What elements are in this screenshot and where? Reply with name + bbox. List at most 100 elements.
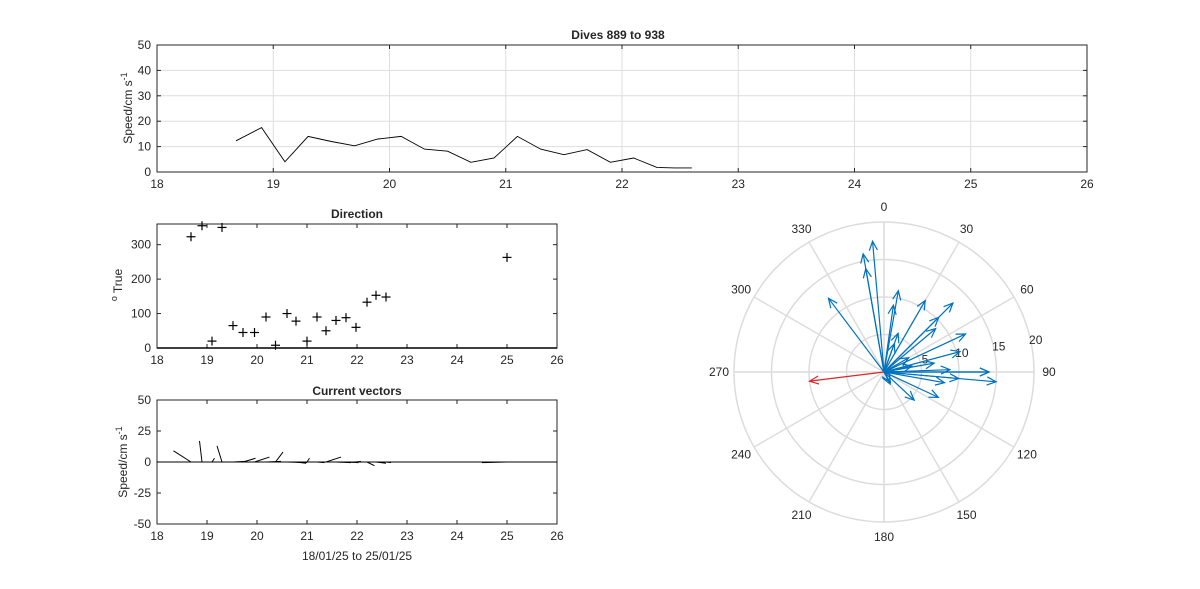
polar-theta-label: 330 [791, 222, 811, 236]
polar-vector [860, 252, 885, 373]
polar-vector-head [827, 297, 838, 309]
direction-point [312, 312, 322, 322]
direction-point [381, 292, 391, 302]
direction-panel: Direction oTrue 18 19 20 21 22 23 24 25 26 0 100 20… [109, 207, 564, 367]
direction-title: Direction [331, 207, 383, 221]
polar-mean-vector [808, 371, 885, 385]
polar-vector [881, 371, 892, 384]
direction-point [186, 232, 196, 242]
polar-vector [868, 239, 885, 373]
polar-vector-head [898, 357, 910, 367]
direction-point [217, 222, 227, 232]
direction-xtick-label: 23 [400, 353, 414, 367]
speed-series-line [235, 127, 692, 169]
polar-r-label: 10 [955, 346, 969, 360]
direction-ytick-label: 0 [144, 341, 151, 355]
vectors-ytick-label: 25 [138, 424, 152, 438]
vectors-panel: Current vectors Speed/cm s-1 18/01/25 to… [114, 384, 564, 563]
vectors-ylabel: Speed/cm s-1 [114, 426, 130, 497]
direction-point [291, 316, 301, 326]
speed-xtick-label: 20 [383, 177, 397, 191]
vector-segment [254, 456, 270, 463]
polar-spoke [883, 371, 960, 503]
polar-vector-head [940, 365, 952, 375]
direction-point [197, 221, 207, 231]
speed-xtick-label: 19 [267, 177, 281, 191]
speed-ytick-label: 10 [138, 140, 152, 154]
direction-point [250, 328, 259, 337]
polar-spoke [753, 296, 885, 373]
polar-vector [883, 289, 902, 373]
polar-mean-vector-shaft [809, 371, 885, 382]
polar-vector-shaft [883, 300, 926, 373]
vector-segment [375, 461, 387, 464]
vector-segment [265, 460, 282, 463]
polar-vector-shaft [883, 371, 959, 380]
direction-point [271, 340, 280, 350]
direction-xtick-label: 21 [300, 353, 314, 367]
polar-mean-vector-head [808, 375, 820, 385]
vectors-ytick-label: -25 [134, 486, 152, 500]
direction-ylabel: oTrue [109, 269, 125, 302]
direction-point [207, 336, 217, 346]
vectors-xtick-label: 20 [250, 529, 264, 543]
vector-segment [355, 460, 362, 463]
speed-xtick-label: 21 [499, 177, 513, 191]
polar-r-label: 20 [1029, 333, 1043, 347]
polar-vector-head [934, 376, 947, 386]
polar-theta-label: 300 [731, 283, 751, 297]
speed-xtick-label: 26 [1080, 177, 1094, 191]
vectors-xtick-label: 25 [500, 529, 514, 543]
direction-point [351, 322, 361, 332]
vector-segment [366, 461, 375, 467]
polar-theta-label: 60 [1020, 283, 1034, 297]
polar-spoke [808, 371, 885, 503]
speed-panel: Dives 889 to 938 Speed/cm s-1 18 19 20 21 22… [119, 28, 1094, 191]
polar-theta-label: 270 [709, 365, 729, 379]
polar-theta-label: 150 [956, 508, 976, 522]
polar-vector [883, 331, 900, 373]
vectors-xtick-label: 22 [350, 529, 364, 543]
direction-xtick-label: 22 [350, 353, 364, 367]
polar-vector-shaft [883, 328, 937, 373]
direction-ytick-label: 200 [131, 272, 151, 286]
vector-segment [211, 458, 215, 463]
direction-point [302, 336, 312, 346]
speed-ylabel: Speed/cm s-1 [119, 72, 135, 143]
direction-point [282, 309, 292, 319]
speed-ytick-label: 40 [138, 63, 152, 77]
polar-vector [883, 371, 961, 383]
direction-point [371, 290, 381, 300]
vectors-xlabel: 18/01/25 to 25/01/25 [302, 549, 412, 563]
direction-point [362, 297, 372, 307]
polar-theta-label: 0 [881, 200, 888, 214]
polar-vector-shaft [871, 241, 885, 373]
polar-spoke [753, 371, 885, 448]
vector-segment [316, 461, 325, 464]
vectors-xtick-label: 21 [300, 529, 314, 543]
direction-xtick-label: 26 [550, 353, 564, 367]
direction-xtick-label: 19 [200, 353, 214, 367]
polar-vector-shaft [883, 371, 891, 383]
polar-r-label: 5 [922, 352, 929, 366]
polar-panel: 0 30 60 90 120 150 180 210 240 270 300 330 5 10 15 20 [709, 200, 1056, 544]
polar-vector-shaft [883, 302, 954, 373]
vectors-xtick-label: 23 [400, 529, 414, 543]
speed-xtick-label: 22 [615, 177, 629, 191]
speed-xtick-label: 23 [732, 177, 746, 191]
polar-vector [883, 327, 937, 373]
direction-xtick-label: 18 [150, 353, 164, 367]
polar-vector [883, 349, 962, 373]
speed-xtick-label: 18 [150, 177, 164, 191]
polar-theta-label: 180 [874, 530, 894, 544]
vector-segment [306, 458, 310, 463]
polar-vector-head [928, 389, 940, 398]
polar-vector [827, 297, 885, 373]
polar-vector-shaft [828, 297, 885, 373]
polar-vector-shaft [883, 369, 950, 373]
polar-vector-shaft [883, 362, 935, 373]
direction-point [321, 326, 331, 336]
direction-point [238, 328, 248, 337]
